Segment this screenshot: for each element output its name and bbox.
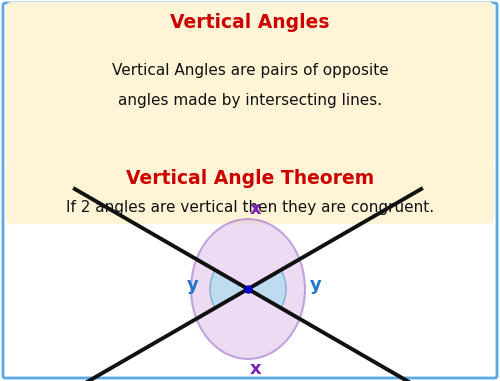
Text: x: x [250,200,262,218]
FancyBboxPatch shape [6,2,494,168]
FancyBboxPatch shape [6,162,494,224]
Text: Vertical Angle Theorem: Vertical Angle Theorem [126,168,374,187]
Text: y: y [310,276,322,294]
Text: angles made by intersecting lines.: angles made by intersecting lines. [118,93,382,107]
Wedge shape [248,270,286,308]
FancyBboxPatch shape [3,3,497,378]
Ellipse shape [191,219,305,359]
Text: y: y [187,276,199,294]
Text: If 2 angles are vertical then they are congruent.: If 2 angles are vertical then they are c… [66,200,434,215]
Text: Vertical Angles: Vertical Angles [170,13,330,32]
Text: Vertical Angles are pairs of opposite: Vertical Angles are pairs of opposite [112,62,388,77]
Wedge shape [210,270,248,308]
Text: x: x [250,360,262,378]
